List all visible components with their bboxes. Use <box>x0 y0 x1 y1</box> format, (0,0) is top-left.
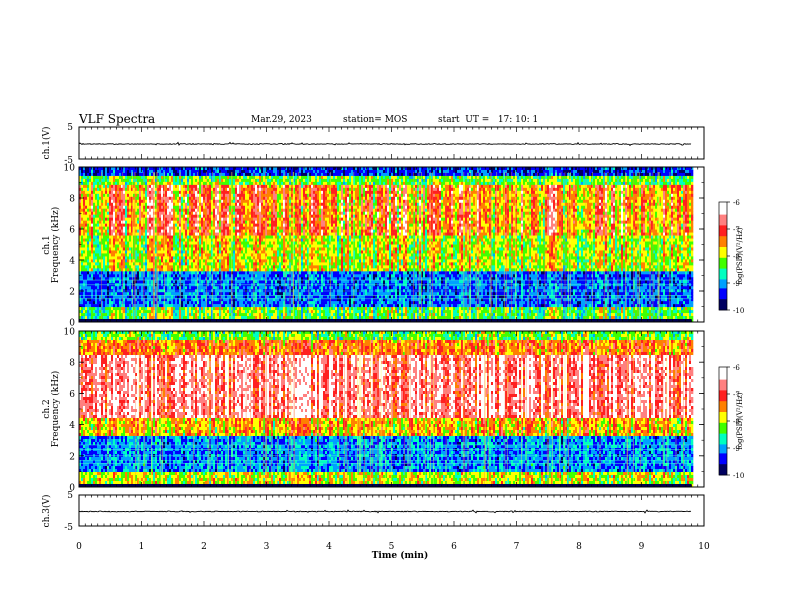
xtick-label: 8 <box>576 542 582 552</box>
ch3-wave-ylabel: ch.3(V) <box>41 495 52 528</box>
ch1-colorbar-tick: -10 <box>733 307 744 315</box>
ch2-spec-ytick: 0 <box>69 484 75 494</box>
ch3-wave-ytick: -5 <box>64 523 73 533</box>
xtick-label: 5 <box>389 542 395 552</box>
ch1-spec-ytick: 0 <box>69 319 75 329</box>
xtick-label: 1 <box>139 542 145 552</box>
ch1-colorbar-label: log(PSD)(V²/Hz) <box>736 227 744 284</box>
ch1-spec-ylabel-b: Frequency (kHz) <box>50 207 61 284</box>
ch2-colorbar-label: log(PSD)(V²/Hz) <box>736 392 744 449</box>
ch2-colorbar-tick: -9 <box>733 445 740 453</box>
ch1-colorbar-tick: -7 <box>733 226 740 234</box>
ch1-spec-ytick: 2 <box>69 288 75 298</box>
xtick-label: 2 <box>201 542 207 552</box>
ch1-colorbar <box>719 202 727 311</box>
xtick-label: 7 <box>514 542 520 552</box>
x-axis-label: Time (min) <box>372 550 429 561</box>
ch1-wave-ylabel: ch.1(V) <box>41 127 52 160</box>
xtick-label: 6 <box>451 542 457 552</box>
ch1-colorbar-tick: -9 <box>733 280 740 288</box>
ch1-spec-ytick: 4 <box>69 257 75 267</box>
ch3-waveform-trace <box>78 509 692 514</box>
ch1-spec-ytick: 10 <box>64 164 76 174</box>
ch2-colorbar-tick: -8 <box>733 418 740 426</box>
xtick-label: 9 <box>639 542 645 552</box>
xtick-label: 4 <box>326 542 332 552</box>
ch3-waveform <box>78 509 692 514</box>
ch1-spec-ytick: 6 <box>69 226 75 236</box>
ch2-colorbar-tick: -7 <box>733 391 740 399</box>
ch2-colorbar <box>719 367 727 476</box>
ch1-wave-ytick: 5 <box>67 123 73 133</box>
ch3-wave-ytick: 5 <box>67 491 73 501</box>
ch2-spec-ytick: 8 <box>69 359 75 369</box>
station-label: station= MOS <box>343 115 407 125</box>
start-ut-label: start UT = 17: 10: 1 <box>438 115 538 125</box>
xtick-label: 10 <box>698 542 710 552</box>
ch2-spec-ytick: 10 <box>64 328 76 338</box>
ch1-waveform-trace <box>78 141 692 147</box>
ch2-spec-ylabel-b: Frequency (kHz) <box>50 371 61 448</box>
date-label: Mar.29, 2023 <box>251 115 312 125</box>
ch1-spectrogram <box>79 167 694 323</box>
ch2-colorbar-tick: -6 <box>733 364 740 372</box>
ch2-spec-ytick: 4 <box>69 421 75 431</box>
ch1-waveform <box>78 141 692 147</box>
chart-title: VLF Spectra <box>79 112 155 126</box>
ch2-spectrogram <box>79 331 694 488</box>
ch2-spec-ylabel-a: ch.2 <box>42 399 52 418</box>
ch1-spec-ylabel-a: ch.1 <box>42 235 52 254</box>
ch2-spec-ytick: 6 <box>69 390 75 400</box>
ch2-colorbar-tick: -10 <box>733 472 744 480</box>
ch1-colorbar-tick: -6 <box>733 199 740 207</box>
ch1-wave-ytick: -5 <box>64 156 73 166</box>
xtick-label: 3 <box>264 542 270 552</box>
ch1-colorbar-tick: -8 <box>733 253 740 261</box>
ch1-spec-ytick: 8 <box>69 195 75 205</box>
xtick-label: 0 <box>76 542 82 552</box>
ch2-spec-ytick: 2 <box>69 452 75 462</box>
